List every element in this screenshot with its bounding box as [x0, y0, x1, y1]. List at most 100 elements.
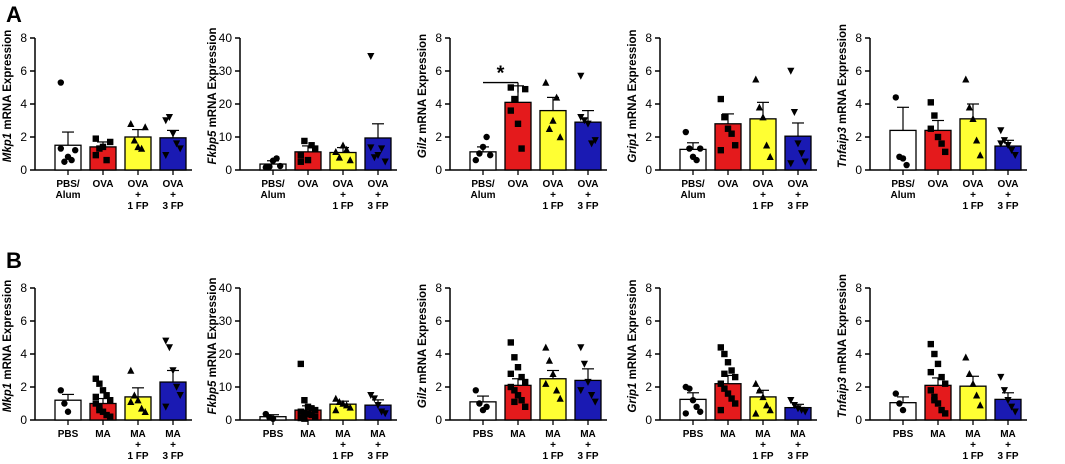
- data-point: [591, 137, 599, 145]
- data-point: [312, 406, 319, 414]
- x-tick-label: 1 FP: [332, 201, 353, 212]
- y-tick-label: 40: [219, 281, 233, 295]
- data-point: [297, 408, 304, 415]
- data-point: [801, 408, 809, 416]
- data-point: [556, 133, 564, 141]
- x-tick-label: OVA: [963, 179, 984, 190]
- data-point: [976, 151, 984, 159]
- x-tick-label: MA: [720, 429, 736, 440]
- x-tick-label: 1 FP: [542, 451, 563, 462]
- data-point: [507, 107, 514, 114]
- data-point: [938, 140, 945, 147]
- data-point: [577, 344, 585, 352]
- bar: [574, 121, 602, 171]
- y-tick-label: 8: [435, 281, 442, 295]
- x-tick-label: OVA: [998, 179, 1019, 190]
- y-tick-label: 0: [225, 163, 232, 177]
- data-point: [518, 397, 525, 404]
- data-point: [308, 411, 315, 419]
- y-axis-label: Mkp1 mRNA Expression: [2, 280, 14, 413]
- data-point: [931, 112, 938, 119]
- data-point: [332, 406, 340, 414]
- y-axis-label-gene: Tnfaip3: [837, 127, 849, 168]
- y-axis-label: Fkbp5 mRNA Expression: [207, 28, 219, 165]
- data-point: [584, 378, 592, 386]
- bar: [89, 146, 117, 171]
- y-tick-label: 2: [20, 130, 27, 144]
- x-tick-label: 3 FP: [577, 201, 598, 212]
- data-point: [304, 156, 312, 164]
- data-point: [472, 156, 479, 164]
- data-point: [301, 415, 308, 422]
- y-axis-label: Gilz mRNA Expression: [417, 284, 429, 408]
- data-point: [92, 400, 99, 407]
- data-point: [162, 337, 170, 345]
- x-tick-label: OVA: [718, 179, 739, 190]
- x-tick-label: MA: [1000, 429, 1016, 440]
- data-point: [130, 391, 138, 399]
- x-tick-label: OVA: [128, 179, 149, 190]
- data-point: [138, 144, 146, 152]
- x-tick-label: +: [585, 440, 591, 451]
- x-tick-label: +: [170, 440, 176, 451]
- y-axis-label-suffix: mRNA Expression: [627, 29, 639, 132]
- data-point: [173, 140, 181, 148]
- y-axis-label-suffix: mRNA Expression: [2, 30, 14, 133]
- data-point: [942, 410, 949, 417]
- data-point: [68, 156, 75, 164]
- y-tick-label: 6: [20, 314, 27, 328]
- data-point: [103, 156, 110, 164]
- y-axis-label: Grip1 mRNA Expression: [627, 29, 639, 162]
- data-point: [335, 153, 343, 161]
- data-point: [892, 390, 899, 397]
- x-tick-label: OVA: [928, 179, 949, 190]
- y-tick-label: 6: [645, 64, 652, 78]
- y-tick-label: 20: [219, 347, 233, 361]
- y-tick-label: 4: [20, 97, 27, 111]
- data-point: [549, 116, 557, 124]
- data-point: [717, 95, 724, 103]
- y-tick-label: 2: [435, 130, 442, 144]
- y-tick-label: 8: [20, 281, 27, 295]
- data-point: [103, 411, 110, 419]
- data-point: [476, 400, 483, 407]
- data-point: [686, 385, 693, 392]
- x-tick-label: 1 FP: [752, 451, 773, 462]
- data-point: [367, 144, 375, 152]
- data-point: [332, 394, 340, 402]
- x-tick-label: +: [585, 190, 591, 201]
- data-point: [577, 72, 585, 80]
- data-point: [273, 155, 280, 162]
- data-point: [724, 359, 732, 366]
- y-tick-label: 0: [855, 163, 862, 177]
- data-point: [514, 364, 522, 371]
- data-point: [934, 400, 942, 407]
- data-point: [343, 401, 351, 409]
- data-point: [367, 392, 375, 400]
- data-point: [141, 123, 149, 131]
- x-tick-label: PBS/: [56, 179, 80, 190]
- x-tick-label: MA: [300, 429, 316, 440]
- data-point: [801, 158, 809, 166]
- data-point: [165, 344, 173, 352]
- data-point: [577, 114, 585, 121]
- x-tick-label: PBS/: [261, 179, 285, 190]
- x-tick-label: MA: [545, 429, 561, 440]
- data-point: [969, 115, 977, 123]
- y-axis-label-suffix: mRNA Expression: [417, 34, 429, 137]
- data-point: [549, 370, 557, 377]
- data-point: [64, 408, 72, 415]
- data-point: [1004, 397, 1012, 404]
- bar: [959, 118, 987, 171]
- data-point: [1008, 147, 1016, 154]
- y-axis-label: Tnfaip3 mRNA Expression: [837, 24, 849, 168]
- data-point: [483, 133, 490, 141]
- y-axis-label-suffix: mRNA Expression: [837, 274, 849, 377]
- data-point: [304, 410, 312, 418]
- y-axis-label: Tnfaip3 mRNA Expression: [837, 274, 849, 418]
- data-point: [721, 370, 728, 377]
- bar: [159, 381, 187, 421]
- x-tick-label: Alum: [56, 190, 81, 201]
- data-point: [514, 120, 522, 127]
